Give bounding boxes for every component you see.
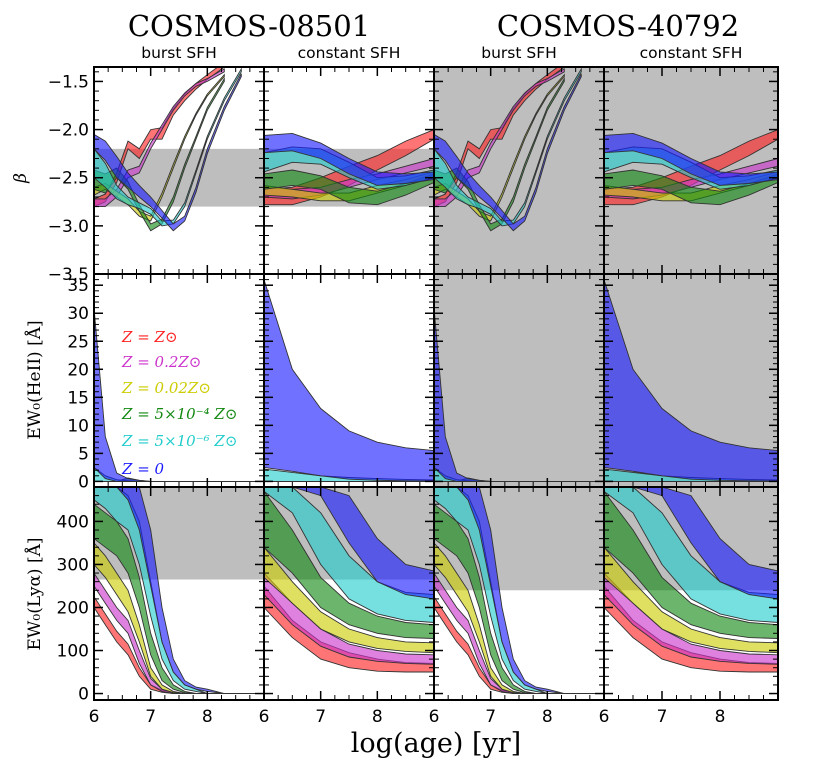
y-tick-label: 35	[67, 276, 89, 296]
x-tick-label: 8	[715, 707, 726, 727]
legend-entry-z-0p2: Z = 0.2Z⊙	[121, 353, 201, 371]
band-z1	[264, 572, 434, 665]
x-tick-label: 6	[599, 707, 610, 727]
y-tick-label: 0	[78, 685, 89, 705]
y-tick-label: 100	[57, 642, 89, 662]
band-z5	[94, 73, 242, 232]
x-tick-label: 8	[542, 707, 553, 727]
x-tick-label: 7	[657, 707, 668, 727]
panel-1-4	[604, 67, 778, 274]
x-tick-label: 7	[145, 707, 156, 727]
y-tick-label: −1.5	[48, 72, 89, 92]
band-z5	[604, 132, 778, 186]
x-tick-label: 7	[315, 707, 326, 727]
band-z5	[434, 73, 582, 232]
panel-3-3	[434, 487, 604, 694]
legend-entry-z-solar: Z = Z⊙	[121, 328, 178, 346]
subtitle-burst-sfh-1: burst SFH	[141, 44, 217, 62]
legend-entry-z-5e-4: Z = 5×10⁻⁴ Z⊙	[121, 405, 237, 423]
band-z1	[604, 572, 778, 665]
band-z5	[264, 132, 434, 186]
panel-2-2	[264, 279, 434, 482]
y-tick-label: 400	[57, 512, 89, 532]
legend-entry-z-0p02: Z = 0.02Z⊙	[121, 379, 211, 397]
y-tick-label: 0	[78, 472, 89, 492]
panel-1-2	[264, 129, 434, 207]
ylabel-beta: β	[11, 173, 31, 184]
x-tick-label: 6	[259, 707, 270, 727]
y-tick-label: −3.0	[48, 217, 89, 237]
band-z3	[264, 169, 434, 206]
band-z5	[94, 487, 264, 694]
panel-3-2	[264, 487, 434, 673]
title-cosmos-08501: COSMOS-08501	[128, 9, 370, 43]
band-z4	[94, 67, 242, 227]
y-tick-label: 30	[67, 304, 89, 324]
panel-3-4	[604, 487, 778, 673]
x-tick-label: 6	[89, 707, 100, 727]
band-z2	[264, 546, 434, 654]
y-tick-label: −2.0	[48, 121, 89, 141]
axis-ticks: −3.5 −3.0 −2.5 −2.0 −1.5 0 5 10 15 20 25 30 35 0 100 20…	[48, 67, 779, 727]
title-cosmos-40792: COSMOS-40792	[497, 9, 739, 43]
x-tick-label: 8	[372, 707, 383, 727]
subtitle-constant-sfh-1: constant SFH	[298, 44, 401, 62]
panel-3-1	[94, 487, 264, 694]
legend: Z = Z⊙ Z = 0.2Z⊙ Z = 0.02Z⊙ Z = 5×10⁻⁴ Z…	[121, 328, 237, 478]
panel-1-1	[94, 67, 264, 232]
y-tick-label: 5	[78, 444, 89, 464]
band-z3	[604, 490, 778, 639]
y-tick-label: 10	[67, 416, 89, 436]
y-tick-label: 200	[57, 598, 89, 618]
ylabel-ew-lya: EW₀(Lyα) [Å]	[24, 538, 45, 651]
band-z3	[264, 490, 434, 639]
ylabel-ew-heii: EW₀(HeII) [Å]	[24, 320, 45, 439]
band-z5	[604, 487, 778, 600]
y-tick-label: −3.5	[48, 265, 89, 285]
xlabel: log(age) [yr]	[351, 728, 521, 759]
y-tick-label: −2.5	[48, 169, 89, 189]
band-z2	[604, 546, 778, 654]
observed-range	[434, 274, 604, 487]
band-z0	[434, 67, 565, 208]
legend-entry-z-5e-6: Z = 5×10⁻⁶ Z⊙	[121, 432, 237, 450]
y-tick-label: 25	[67, 332, 89, 352]
x-tick-label: 8	[202, 707, 213, 727]
y-tick-label: 15	[67, 388, 89, 408]
x-tick-label: 6	[429, 707, 440, 727]
band-z3	[604, 169, 778, 206]
panel-grid	[94, 67, 778, 694]
band-z5	[434, 307, 604, 482]
band-z5	[604, 279, 778, 482]
subtitle-constant-sfh-2: constant SFH	[640, 44, 743, 62]
x-tick-label: 7	[485, 707, 496, 727]
y-tick-label: 20	[67, 360, 89, 380]
band-z0	[94, 67, 225, 208]
legend-entry-z-0: Z = 0	[121, 460, 165, 478]
band-z5	[94, 307, 264, 482]
band-z5	[264, 487, 434, 600]
panel-2-3	[434, 274, 604, 487]
panel-2-1	[94, 307, 264, 482]
subtitle-burst-sfh-2: burst SFH	[481, 44, 557, 62]
y-tick-label: 300	[57, 555, 89, 575]
panel-2-4	[604, 274, 778, 487]
band-z5	[264, 279, 434, 482]
band-z5	[434, 487, 604, 694]
band-z4	[434, 67, 582, 227]
panel-1-3	[434, 67, 604, 274]
